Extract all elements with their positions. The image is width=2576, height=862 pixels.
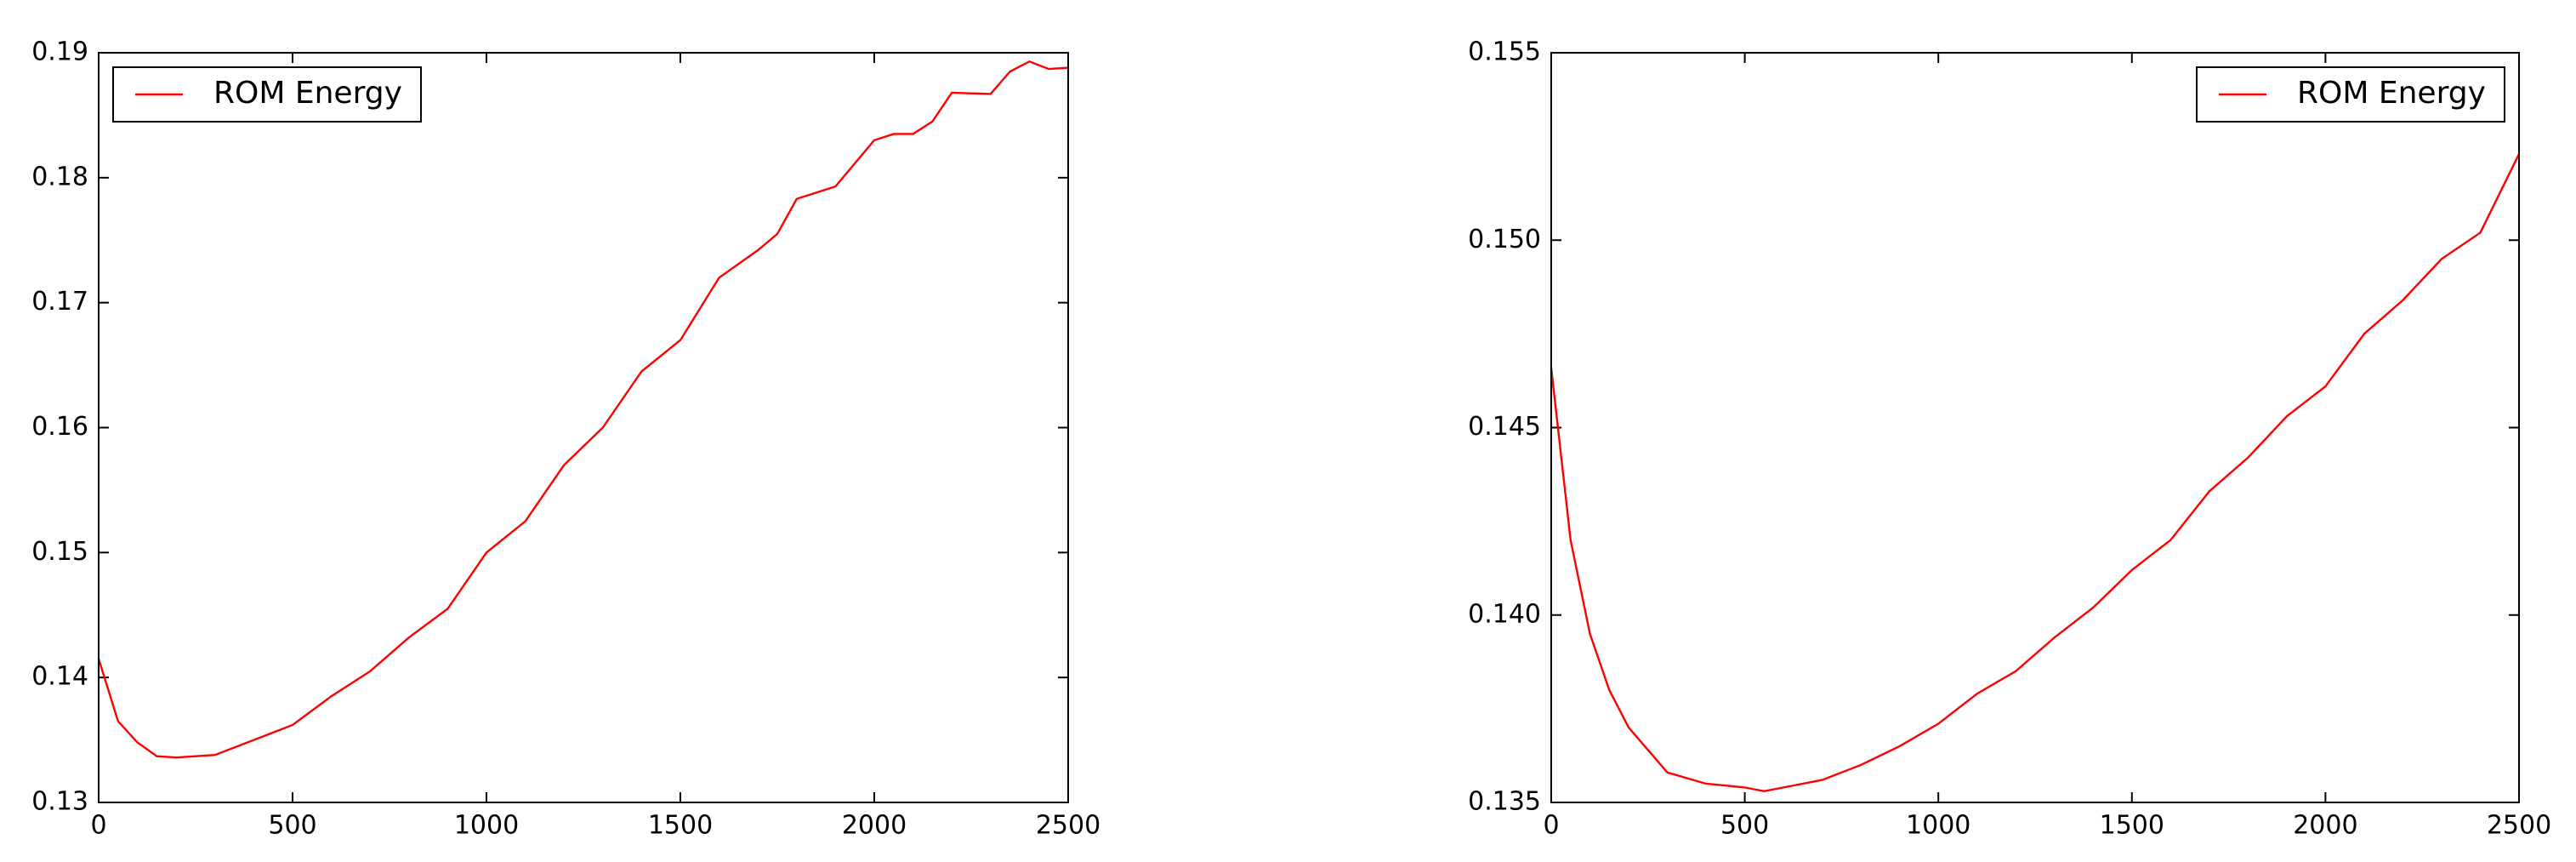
line-series xyxy=(97,60,1069,759)
y-tick-label: 0.135 xyxy=(1468,787,1541,817)
x-tick-label: 0 xyxy=(90,811,106,841)
plot-frame xyxy=(98,52,1069,803)
x-tick-label: 1000 xyxy=(454,811,519,841)
legend-label: ROM Energy xyxy=(2297,76,2486,111)
x-tick-label: 500 xyxy=(268,811,316,841)
x-tick-label: 1500 xyxy=(2100,811,2164,841)
y-tick-label: 0.19 xyxy=(31,37,88,67)
x-tick-label: 2500 xyxy=(1036,811,1100,841)
x-tick-label: 1500 xyxy=(648,811,713,841)
y-tick-label: 0.155 xyxy=(1468,37,1541,67)
x-tick-label: 500 xyxy=(1720,811,1769,841)
y-tick-label: 0.16 xyxy=(31,412,88,442)
x-tick-label: 1000 xyxy=(1906,811,1970,841)
chart: 0.13 0.14 0.15 0.16 0.17 0.18 0.19 0 500 1000 1500… xyxy=(31,37,1100,841)
x-tick-label: 2000 xyxy=(2293,811,2357,841)
legend-label: ROM Energy xyxy=(213,76,402,111)
y-tick-label: 0.18 xyxy=(31,162,88,191)
x-tick-label: 0 xyxy=(1543,811,1559,841)
y-tick-label: 0.145 xyxy=(1468,412,1541,442)
x-tick-label: 2000 xyxy=(842,811,907,841)
y-tick-label: 0.13 xyxy=(31,787,88,817)
y-tick-label: 0.150 xyxy=(1468,225,1541,254)
y-tick-label: 0.17 xyxy=(31,287,88,317)
y-tick-label: 0.14 xyxy=(31,662,88,692)
plot-frame xyxy=(1550,52,2520,803)
line-series xyxy=(1550,153,2521,793)
x-tick-label: 2500 xyxy=(2487,811,2551,841)
chart: 0.135 0.140 0.145 0.150 0.155 0 500 1000 1500 200… xyxy=(1468,37,2551,841)
y-tick-label: 0.140 xyxy=(1468,599,1541,629)
y-tick-label: 0.15 xyxy=(31,537,88,567)
